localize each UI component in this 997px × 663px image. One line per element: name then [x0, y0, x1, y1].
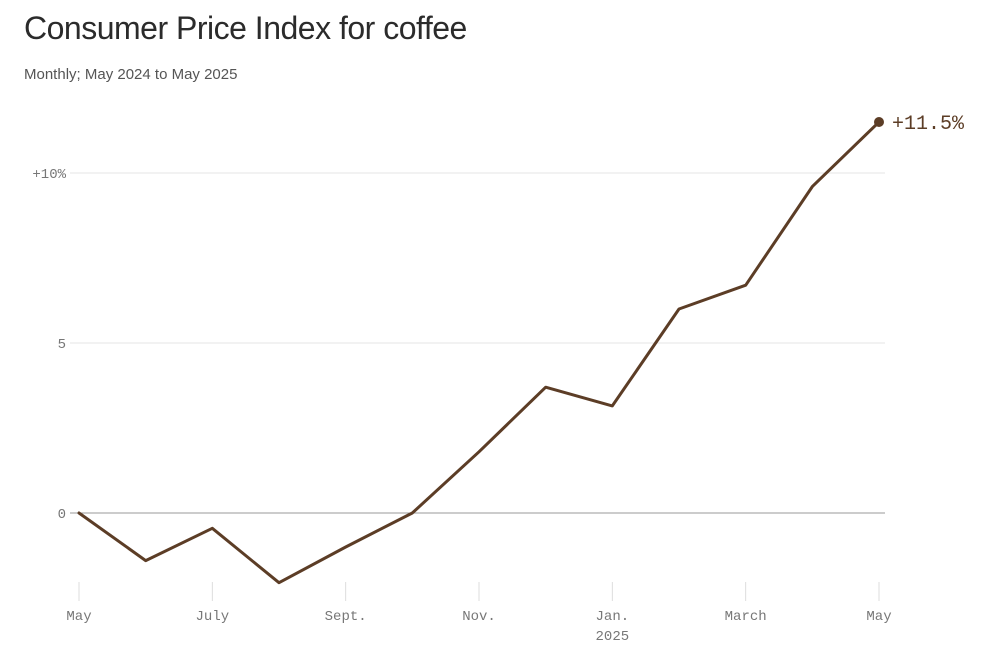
series-line: [77, 120, 881, 585]
chart-subtitle: Monthly; May 2024 to May 2025: [24, 66, 238, 83]
end-value-label: +11.5%: [892, 113, 965, 136]
x-tick-label: March: [725, 609, 767, 625]
x-tick-label: Sept.: [325, 609, 367, 625]
y-tick-label: 5: [58, 337, 66, 353]
x-tick-label: Nov.: [462, 609, 496, 625]
x-tick-label: Jan.: [596, 609, 630, 625]
y-tick-label: +10%: [32, 167, 66, 183]
chart-title: Consumer Price Index for coffee: [24, 10, 467, 46]
y-tick-label: 0: [58, 507, 66, 523]
x-tick-label: May: [866, 609, 891, 625]
x-tick-label: May: [66, 609, 91, 625]
x-tick-sublabel: 2025: [596, 629, 630, 645]
x-tick-label: July: [196, 609, 230, 625]
end-point-marker: [874, 117, 884, 127]
